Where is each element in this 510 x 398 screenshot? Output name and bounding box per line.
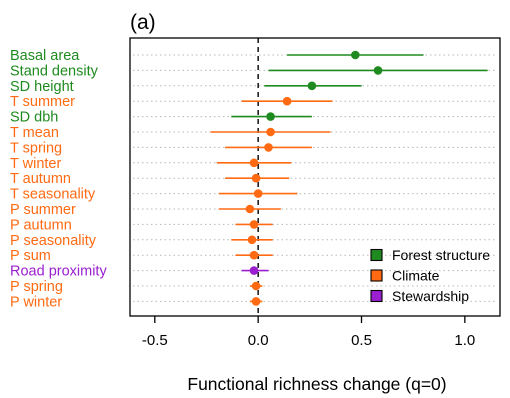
row-label: SD dbh [10,110,58,126]
estimate-marks [210,50,488,306]
row-label: Basal area [10,48,80,64]
row-label: P seasonality [10,233,97,249]
legend: Forest structure Climate Stewardship [370,247,490,304]
estimate-point [251,173,261,183]
row-label: Road proximity [10,264,107,280]
x-axis: -0.5 0.0 0.5 1.0 [142,316,475,349]
estimate-point [307,81,317,91]
row-label: T summer [10,94,75,110]
legend-swatch [370,269,383,282]
row-gridlines [133,54,497,302]
estimate-point [245,204,255,214]
row-label: T winter [10,156,61,172]
x-tick-label: 1.0 [454,332,475,349]
row-label: P winter [10,294,62,310]
row-label: P summer [10,202,76,218]
legend-swatch [370,248,383,262]
row-label: Stand density [10,63,99,79]
estimate-point [266,112,275,121]
panel-label: (a) [130,11,156,34]
row-label: T seasonality [10,187,96,203]
x-axis-title: Functional richness change (q=0) [187,374,446,394]
row-label: P spring [10,279,63,295]
x-tick-label: 0.5 [351,332,372,349]
row-label: T mean [10,125,59,141]
legend-swatch [370,289,383,303]
row-label: T autumn [10,171,71,187]
plot-area [129,37,501,317]
estimate-point [253,189,263,198]
row-label: P sum [10,248,51,264]
estimate-point [249,266,259,275]
legend-label: Forest structure [392,247,490,263]
row-label: SD height [10,79,74,95]
estimate-point [266,127,275,137]
estimate-point [251,281,261,291]
legend-label: Stewardship [392,288,469,304]
x-tick-label: -0.5 [142,332,168,349]
estimate-point [249,250,259,260]
plot-frame [129,37,501,317]
estimate-point [373,66,383,75]
estimate-point [351,50,360,60]
estimate-point [251,297,261,306]
estimate-point [264,143,273,152]
estimate-point [249,158,259,168]
row-label: P autumn [10,217,72,233]
estimate-point [249,220,259,229]
estimate-point [282,96,292,106]
x-tick-label: 0.0 [248,332,269,349]
legend-label: Climate [392,268,440,284]
estimate-point [247,235,257,245]
row-label: T spring [10,140,62,156]
